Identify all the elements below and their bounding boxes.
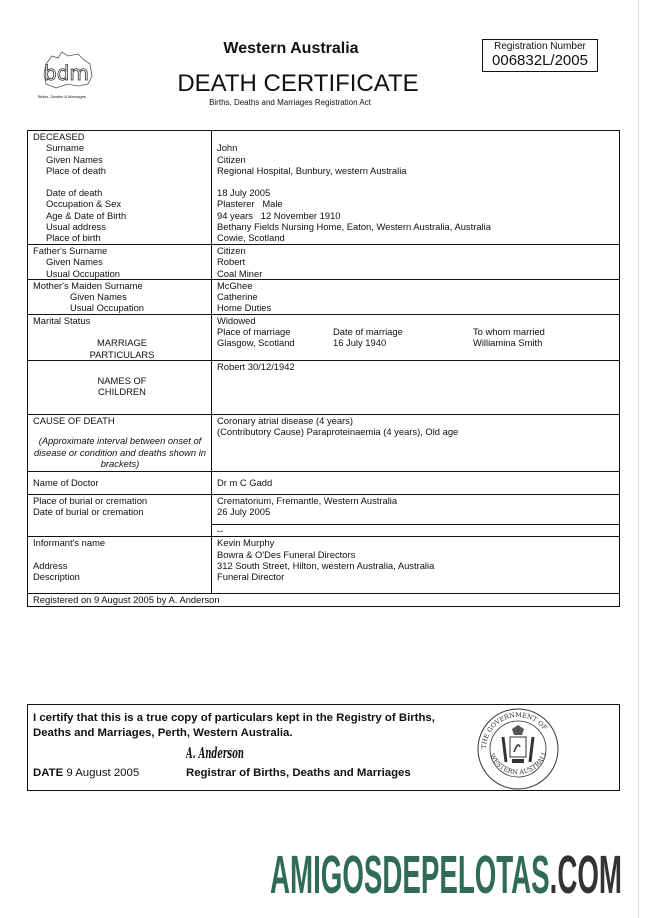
marriage-particulars-label: MARRIAGE	[96, 337, 147, 349]
burial-extra-row: --	[28, 523, 620, 538]
field-value: Robert	[217, 256, 246, 268]
watermark: AMIGOSDEPELOTAS.COM	[270, 845, 622, 899]
registration-number: 006832L/2005	[492, 52, 588, 69]
marital-section: Marital Status MARRIAGE PARTICULARS Wido…	[27, 313, 620, 361]
svg-text:bdm: bdm	[44, 61, 89, 85]
field-label: Given Names	[46, 153, 103, 165]
act-subtitle: Births, Deaths and Marriages Registratio…	[209, 98, 371, 107]
field-label: Age & Date of Birth	[46, 209, 127, 221]
informant-section: Informant's name Address Description Kev…	[27, 536, 620, 595]
field-value: Coal Miner	[217, 267, 263, 279]
field-label: Mother's Maiden Surname	[33, 279, 143, 291]
burial-section: Place of burial or cremation Date of bur…	[27, 493, 620, 538]
cause-note: (Approximate interval between onset of d…	[34, 435, 206, 469]
date-label: DATE	[33, 767, 64, 779]
field-value: Cowie, Scotland	[217, 232, 285, 244]
state-heading: Western Australia	[223, 40, 359, 57]
marriage-value: Williamina Smith	[473, 337, 543, 349]
field-value: Home Duties	[217, 302, 272, 314]
cause-line: (Contributory Cause) Paraproteinaemia (4…	[217, 426, 459, 438]
bdm-logo: bdm Births, Deaths & Marriages	[38, 50, 98, 105]
children-label: NAMES OF	[97, 374, 147, 386]
field-value: 94 years 12 November 1910	[217, 209, 341, 221]
field-label: Surname	[46, 142, 85, 154]
date-value: 9 August 2005	[66, 767, 140, 779]
field-value: John	[217, 142, 238, 154]
cause-line: Coronary atrial disease (4 years)	[217, 414, 353, 426]
registrar-title: Registrar of Births, Deaths and Marriage…	[186, 767, 411, 779]
marriage-header: To whom married	[473, 326, 545, 338]
statement-line: I certify that this is a true copy of pa…	[33, 712, 435, 724]
field-value: Regional Hospital, Bunbury, western Aust…	[217, 164, 407, 176]
mother-section: Mother's Maiden Surname Given Names Usua…	[27, 278, 620, 315]
cause-section: CAUSE OF DEATH (Approximate interval bet…	[27, 413, 620, 472]
signature-text: A. Anderson	[186, 744, 244, 762]
informant-org: Bowra & O'Des Funeral Directors	[217, 548, 356, 560]
children-label: CHILDREN	[98, 386, 146, 398]
field-value: Citizen	[217, 245, 246, 256]
field-label: Usual Occupation	[70, 302, 144, 314]
marriage-particulars-label: PARTICULARS	[89, 348, 155, 360]
doctor-section: Name of Doctor Dr m C Gadd	[27, 470, 620, 495]
field-label: Given Names	[46, 256, 103, 268]
deceased-heading: DECEASED	[33, 131, 85, 142]
marriage-value: 16 July 1940	[333, 337, 387, 349]
burial-date-value: 26 July 2005	[217, 506, 271, 518]
field-label: Father's Surname	[33, 245, 108, 256]
marriage-values: Glasgow, Scotland 16 July 1940 Williamin…	[217, 337, 619, 348]
marriage-header: Place of marriage	[217, 326, 291, 338]
informant-address: 312 South Street, Hilton, western Austra…	[217, 559, 435, 571]
children-value: Robert 30/12/1942	[217, 360, 295, 372]
deceased-section: DECEASED Surname Given Names Place of de…	[27, 130, 620, 245]
informant-description: Funeral Director	[217, 571, 285, 583]
certificate-table: DECEASED Surname Given Names Place of de…	[27, 130, 620, 607]
certificate-title: DEATH CERTIFICATE	[177, 70, 419, 97]
cause-label: CAUSE OF DEATH	[33, 414, 115, 426]
svg-text:AMIGOSDEPELOTAS.COM: AMIGOSDEPELOTAS.COM	[270, 845, 622, 899]
field-label: Date of death	[46, 187, 103, 199]
burial-place-label: Place of burial or cremation	[33, 494, 148, 506]
marriage-value: Glasgow, Scotland	[217, 337, 295, 349]
doctor-value: Dr m C Gadd	[217, 477, 273, 489]
burial-place-value: Crematorium, Fremantle, Western Australi…	[217, 494, 398, 506]
marriage-headers: Place of marriage Date of marriage To wh…	[217, 326, 619, 337]
registered-row: Registered on 9 August 2005 by A. Anders…	[27, 593, 620, 607]
field-value: Catherine	[217, 291, 258, 303]
certification-statement: I certify that this is a true copy of pa…	[33, 711, 435, 741]
certification-date: DATE 9 August 2005	[33, 767, 139, 779]
registrar-signature: A. Anderson	[186, 744, 244, 762]
field-value: McGhee	[217, 279, 253, 291]
field-label: Occupation & Sex	[46, 198, 122, 210]
children-section: NAMES OF CHILDREN Robert 30/12/1942	[27, 359, 620, 415]
doctor-label: Name of Doctor	[33, 477, 99, 489]
certification-box: I certify that this is a true copy of pa…	[27, 704, 620, 791]
father-section: Father's Surname Given Names Usual Occup…	[27, 244, 620, 280]
informant-name: Kevin Murphy	[217, 537, 275, 549]
marital-status-label: Marital Status	[33, 314, 91, 326]
watermark-suffix: .COM	[550, 845, 622, 899]
registration-label: Registration Number	[494, 41, 586, 52]
informant-name-label: Informant's name	[33, 537, 106, 549]
marriage-header: Date of marriage	[333, 326, 403, 338]
registration-number-box: Registration Number 006832L/2005	[482, 39, 598, 72]
field-label: Usual Occupation	[46, 267, 120, 279]
marital-status-value: Widowed	[217, 314, 256, 326]
field-label: Usual address	[46, 221, 106, 233]
burial-date-label: Date of burial or cremation	[33, 506, 144, 518]
field-value: Citizen	[217, 153, 246, 165]
burial-extra-value: --	[217, 524, 224, 536]
informant-address-label: Address	[33, 559, 68, 571]
informant-description-label: Description	[33, 571, 80, 583]
field-value: Bethany Fields Nursing Home, Eaton, West…	[217, 221, 491, 233]
statement-line: Deaths and Marriages, Perth, Western Aus…	[33, 727, 293, 739]
field-label: Given Names	[70, 291, 127, 303]
field-value: 18 July 2005	[217, 187, 271, 199]
watermark-main: AMIGOSDEPELOTAS	[270, 845, 550, 899]
field-label: Place of birth	[46, 232, 101, 244]
field-value: Plasterer Male	[217, 198, 283, 210]
field-label: Place of death	[46, 164, 106, 176]
registered-text: Registered on 9 August 2005 by A. Anders…	[33, 594, 220, 606]
